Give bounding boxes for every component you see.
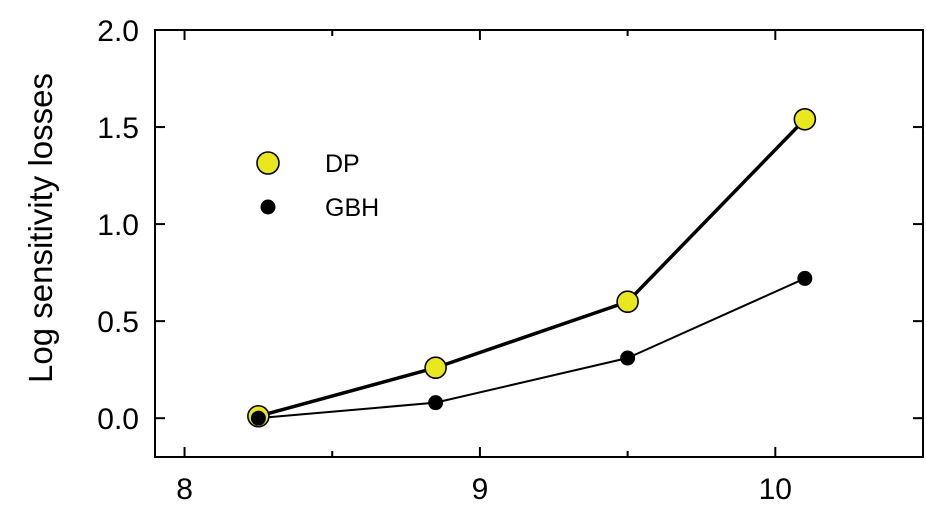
ticks: 0.0 0.5 1.0 1.5 2.0 8 9 10 <box>97 15 923 506</box>
point-dp <box>616 290 639 314</box>
y-tick-label: 0.5 <box>97 306 139 339</box>
y-tick-label: 0.0 <box>97 403 139 436</box>
point-gbh <box>620 350 636 366</box>
point-gbh <box>428 395 444 411</box>
point-gbh <box>250 410 266 426</box>
point-dp <box>793 107 817 131</box>
x-tick-label: 10 <box>759 473 792 506</box>
point-dp <box>424 356 447 380</box>
y-axis-title: Log sensitivity losses <box>22 73 59 383</box>
legend-label-gbh: GBH <box>325 194 379 222</box>
plot-frame <box>154 29 924 458</box>
legend: DP GBH <box>256 150 379 222</box>
series <box>247 107 817 428</box>
legend-marker-gbh <box>260 199 276 215</box>
legend-label-dp: DP <box>325 150 360 178</box>
y-tick-label: 1.5 <box>97 112 139 145</box>
y-tick-label: 1.0 <box>97 209 139 242</box>
series-line-dp <box>257 118 807 418</box>
x-tick-label: 9 <box>472 473 489 506</box>
point-gbh <box>797 270 813 286</box>
axes <box>154 29 924 458</box>
legend-marker-dp <box>256 151 280 175</box>
x-tick-label: 8 <box>176 473 193 506</box>
y-tick-label: 2.0 <box>97 15 139 48</box>
series-line-gbh <box>258 277 806 420</box>
